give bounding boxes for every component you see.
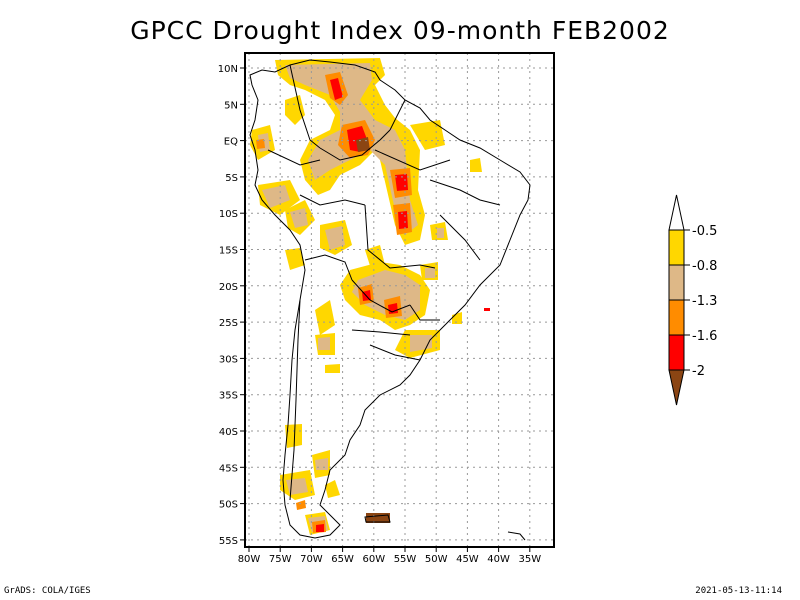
lat-axis: 10N 5N EQ 5S 10S 15S 20S 25S 30S 35S 40S 45S 50S 55S: [218, 64, 245, 547]
lat-tick-label: 25S: [219, 318, 238, 329]
lon-tick-label: 40W: [487, 554, 510, 565]
timestamp: 2021-05-13-11:14: [695, 586, 782, 596]
colorbar-bin: [669, 230, 684, 265]
lat-tick-label: 5S: [225, 173, 238, 184]
colorbar-cap-top: [669, 195, 684, 230]
colorbar-label: -1.6: [692, 329, 717, 344]
lat-tick-label: 45S: [219, 463, 238, 474]
lat-tick-label: 10S: [219, 209, 238, 220]
lat-tick-label: 15S: [219, 246, 238, 257]
lat-tick-label: 5N: [224, 100, 238, 111]
lon-tick-label: 60W: [362, 554, 385, 565]
lon-tick-label: 50W: [425, 554, 448, 565]
lon-tick-label: 70W: [300, 554, 323, 565]
colorbar: -0.5 -0.8 -1.3 -1.6 -2: [669, 195, 717, 405]
colorbar-label: -0.8: [692, 259, 717, 274]
lat-tick-label: 10N: [218, 64, 238, 75]
colorbar-bin: [669, 265, 684, 300]
lon-tick-label: 45W: [456, 554, 479, 565]
lon-tick-label: 55W: [394, 554, 417, 565]
colorbar-label: -0.5: [692, 224, 717, 239]
shading-exceptional-below: [356, 137, 390, 523]
colorbar-bin: [669, 300, 684, 335]
lat-tick-label: 20S: [219, 282, 238, 293]
drought-shading: [250, 58, 490, 535]
lat-tick-label: 35S: [219, 391, 238, 402]
lon-tick-label: 75W: [269, 554, 292, 565]
lon-tick-label: 65W: [331, 554, 354, 565]
lat-tick-label: 30S: [219, 354, 238, 365]
colorbar-cap-bottom: [669, 370, 684, 405]
colorbar-bin: [669, 335, 684, 370]
lat-tick-label: EQ: [224, 137, 238, 148]
lon-tick-label: 35W: [518, 554, 541, 565]
lat-tick-label: 55S: [219, 536, 238, 547]
colorbar-label: -1.3: [692, 294, 717, 309]
colorbar-label: -2: [692, 364, 705, 379]
lat-tick-label: 40S: [219, 427, 238, 438]
lon-axis: 80W 75W 70W 65W 60W 55W 50W 45W 40W 35W: [238, 547, 542, 565]
drought-map: 10N5NEQ5S10S15S20S25S30S35S40S45S50S55S …: [0, 0, 800, 600]
grads-credit: GrADS: COLA/IGES: [4, 586, 91, 596]
lon-tick-label: 80W: [238, 554, 261, 565]
lat-tick-label: 50S: [219, 500, 238, 511]
